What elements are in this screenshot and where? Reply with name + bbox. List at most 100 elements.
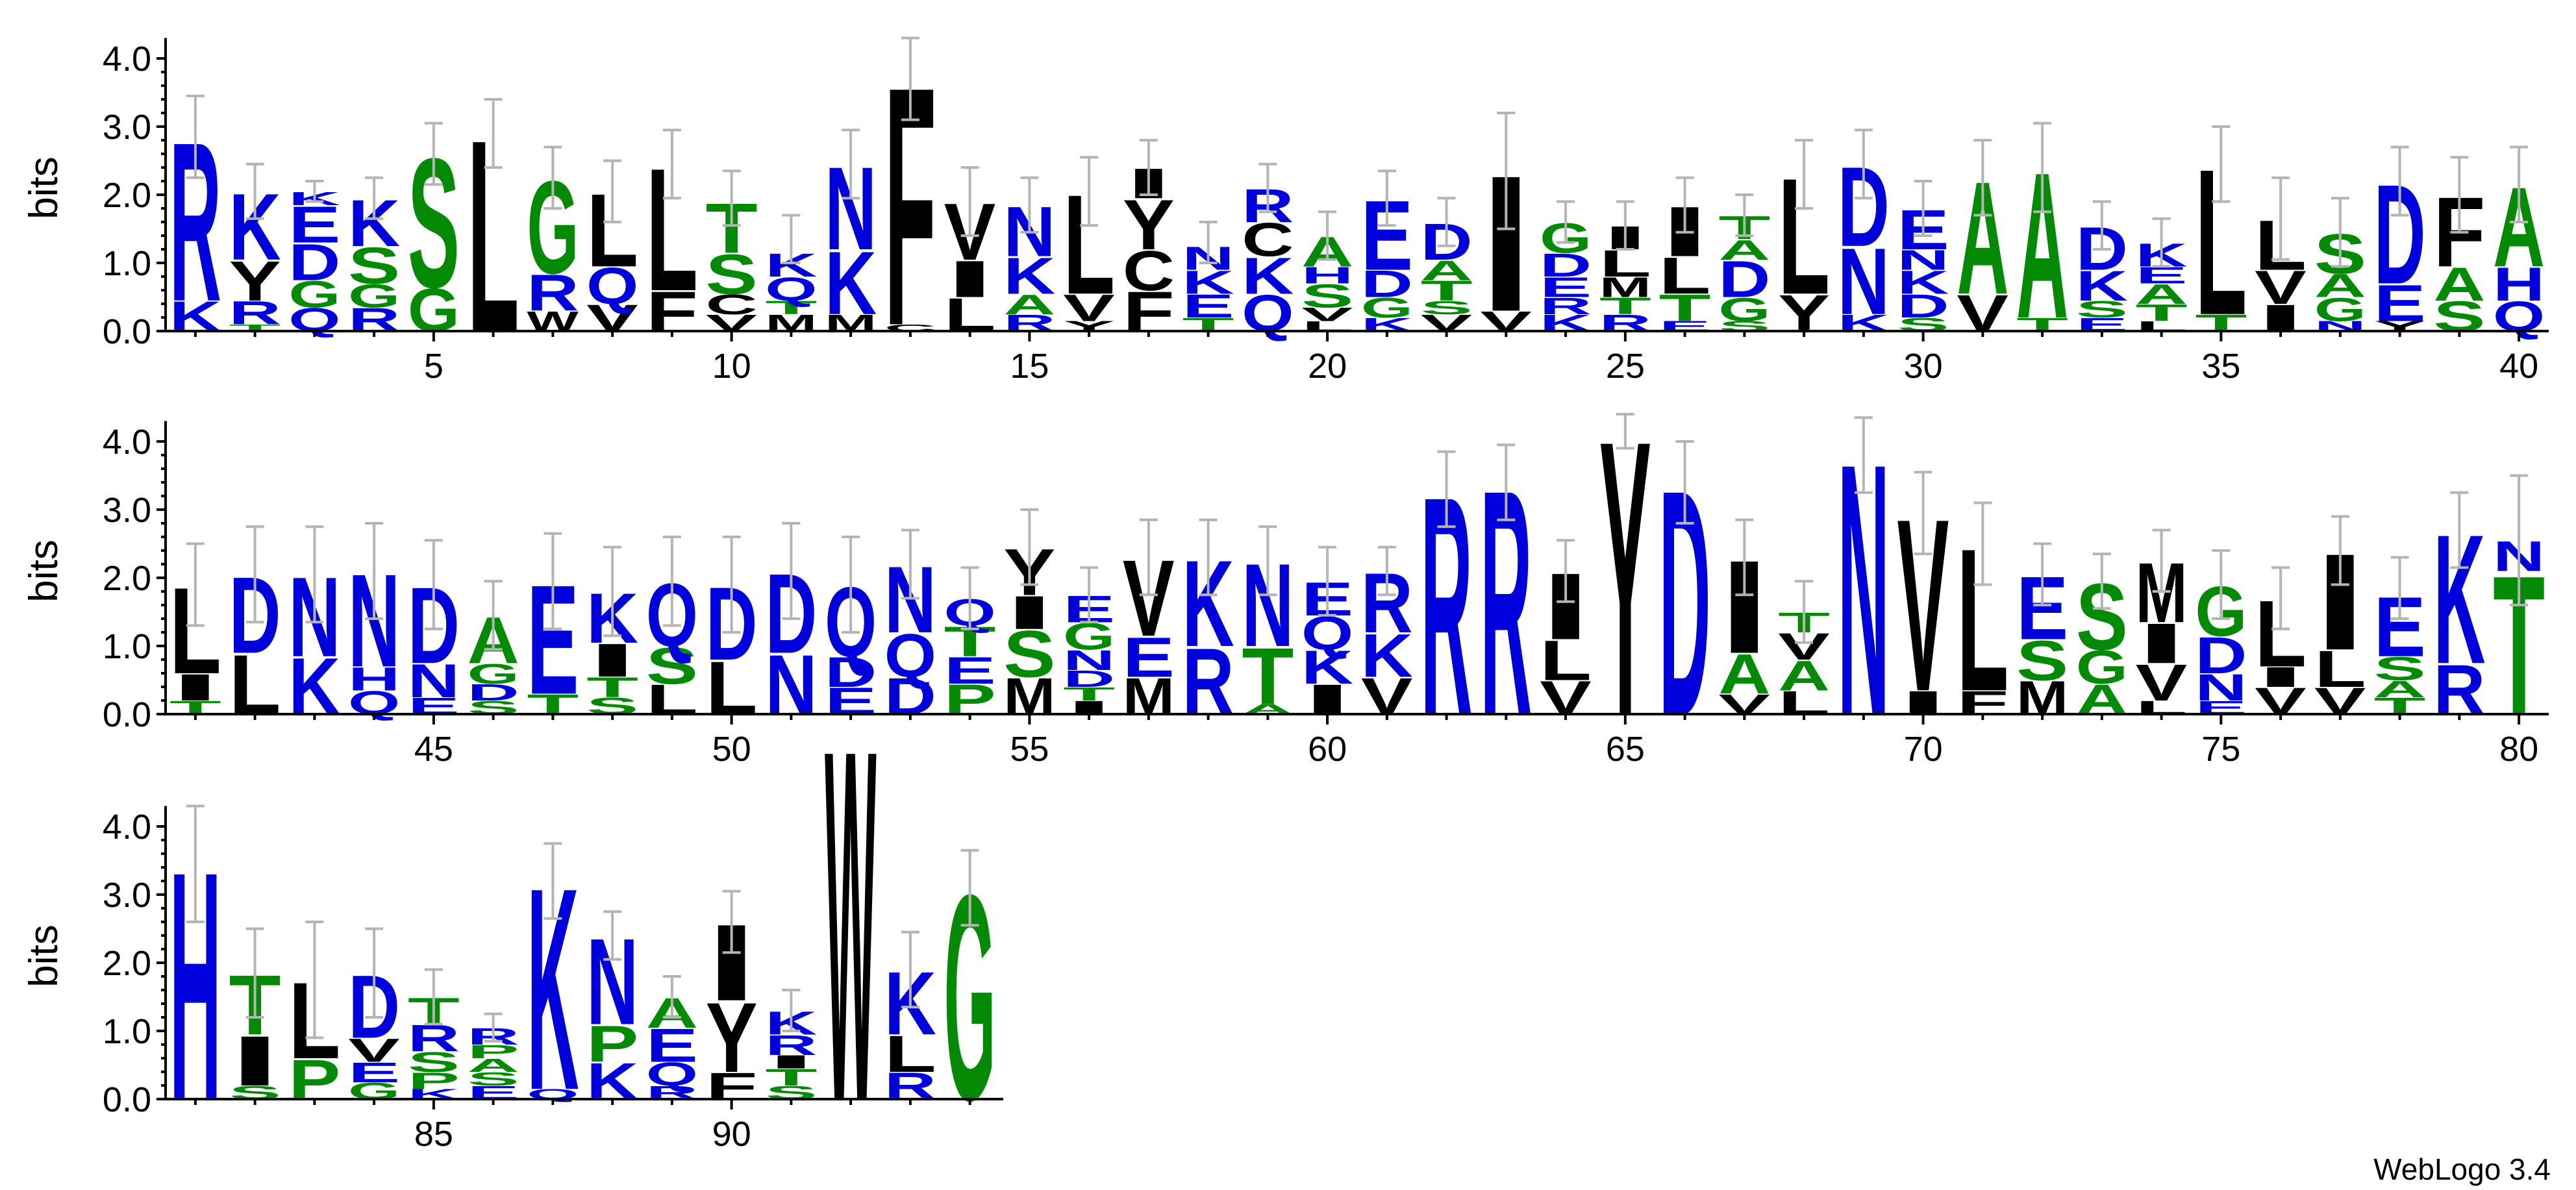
error-bar — [1557, 539, 1575, 603]
residue-letter-Q: Q — [586, 257, 638, 316]
error-bar — [960, 166, 979, 237]
residue-letter-T: T — [586, 671, 638, 703]
x-tick-label: 30 — [1904, 347, 1943, 386]
y-axis-label: bits — [21, 924, 66, 987]
residue-letter-S: S — [408, 1047, 460, 1078]
y-tick-label: 4.0 — [103, 423, 151, 462]
error-bar — [960, 849, 979, 927]
residue-letter-E: E — [2374, 274, 2426, 332]
residue-letter-E: E — [1540, 271, 1592, 303]
y-tick-label: 0.0 — [103, 695, 151, 734]
error-bar — [2450, 156, 2469, 234]
error-bar — [484, 98, 503, 169]
residue-letter-Y: Y — [229, 249, 281, 313]
error-bar — [782, 522, 801, 620]
error-bar — [1914, 180, 1932, 237]
residue-letter-E: E — [944, 649, 996, 691]
y-tick-label: 2.0 — [103, 944, 151, 983]
error-bar — [484, 1012, 503, 1043]
error-bar — [245, 162, 264, 220]
logo-stack-28: YL — [1778, 143, 1830, 343]
x-tick-label: 65 — [1606, 730, 1645, 769]
residue-letter-V: V — [1301, 304, 1353, 325]
error-bar — [2510, 145, 2529, 223]
logo-stack-53: DQN — [884, 547, 936, 725]
residue-letter-S: S — [2374, 651, 2426, 688]
residue-letter-T: T — [765, 1064, 817, 1091]
error-bar — [186, 542, 205, 627]
residue-letter-I: I — [586, 634, 638, 687]
error-bar — [245, 927, 264, 1019]
x-tick-label: 15 — [1010, 347, 1049, 386]
residue-letter-A: A — [468, 1055, 519, 1076]
residue-letter-S: S — [348, 236, 400, 295]
error-bar — [1318, 210, 1337, 261]
error-bar — [2092, 552, 2111, 610]
residue-letter-L: L — [2314, 640, 2366, 698]
residue-letter-D: D — [1897, 288, 1949, 325]
error-bar — [901, 930, 919, 1009]
error-bar — [2271, 566, 2290, 630]
residue-letter-K: K — [1003, 247, 1055, 305]
error-bar — [1675, 440, 1694, 525]
error-bar — [2152, 528, 2171, 593]
residue-letter-I: I — [944, 250, 996, 308]
error-bar — [365, 176, 384, 220]
error-bar — [1437, 450, 1456, 528]
x-tick-label: 5 — [424, 347, 444, 386]
residue-letter-D: D — [2195, 626, 2247, 685]
residue-letter-I: I — [229, 1022, 281, 1101]
error-bar — [1854, 129, 1873, 200]
residue-letter-K: K — [1182, 264, 1234, 301]
error-bar — [544, 145, 562, 210]
residue-letter-L: L — [1659, 247, 1711, 305]
residue-letter-N: N — [408, 654, 460, 708]
residue-letter-V: V — [2136, 653, 2188, 712]
error-bar — [1557, 200, 1575, 244]
residue-letter-A: A — [2314, 267, 2366, 304]
residue-letter-D: D — [825, 649, 877, 697]
residue-letter-A: A — [2136, 279, 2188, 310]
error-bar — [1497, 443, 1516, 521]
residue-letter-V: V — [2255, 261, 2307, 314]
error-bar — [305, 525, 324, 624]
error-bar — [2212, 549, 2231, 620]
x-tick-label: 40 — [2499, 347, 2538, 386]
residue-letter-L: L — [1540, 628, 1592, 692]
error-bar — [2390, 556, 2409, 620]
residue-letter-I: I — [2255, 661, 2307, 693]
residue-letter-A: A — [1778, 652, 1830, 700]
error-bar — [1973, 139, 1992, 217]
logo-stack-90: FYI — [706, 902, 758, 1108]
residue-letter-G: G — [288, 273, 340, 316]
residue-letter-A: A — [1718, 643, 1770, 706]
error-bar — [2331, 515, 2349, 586]
error-bar — [1139, 518, 1158, 597]
logo-stack-29: KND — [1838, 143, 1890, 336]
residue-letter-N: N — [1897, 244, 1949, 276]
error-bar — [1735, 193, 1754, 237]
residue-letter-E: E — [1123, 626, 1175, 689]
x-tick-label: 85 — [414, 1115, 453, 1154]
y-tick-label: 3.0 — [103, 876, 151, 915]
residue-letter-N: N — [1063, 644, 1115, 676]
error-bar — [1377, 169, 1396, 227]
error-bar — [1258, 525, 1277, 597]
x-tick-label: 10 — [712, 347, 751, 386]
residue-letter-S: S — [1421, 297, 1473, 318]
y-tick-label: 0.0 — [103, 312, 151, 351]
error-bar — [603, 545, 622, 638]
y-tick-label: 2.0 — [103, 559, 151, 598]
residue-letter-A: A — [1003, 288, 1055, 320]
residue-letter-T: T — [1421, 275, 1473, 306]
logo-stack-72: MSE — [2016, 558, 2068, 725]
error-bar — [1377, 545, 1396, 597]
y-tick-label: 1.0 — [103, 627, 151, 666]
error-bar — [1497, 112, 1516, 230]
residue-letter-V: V — [1063, 286, 1115, 328]
y-tick-label: 4.0 — [103, 40, 151, 79]
